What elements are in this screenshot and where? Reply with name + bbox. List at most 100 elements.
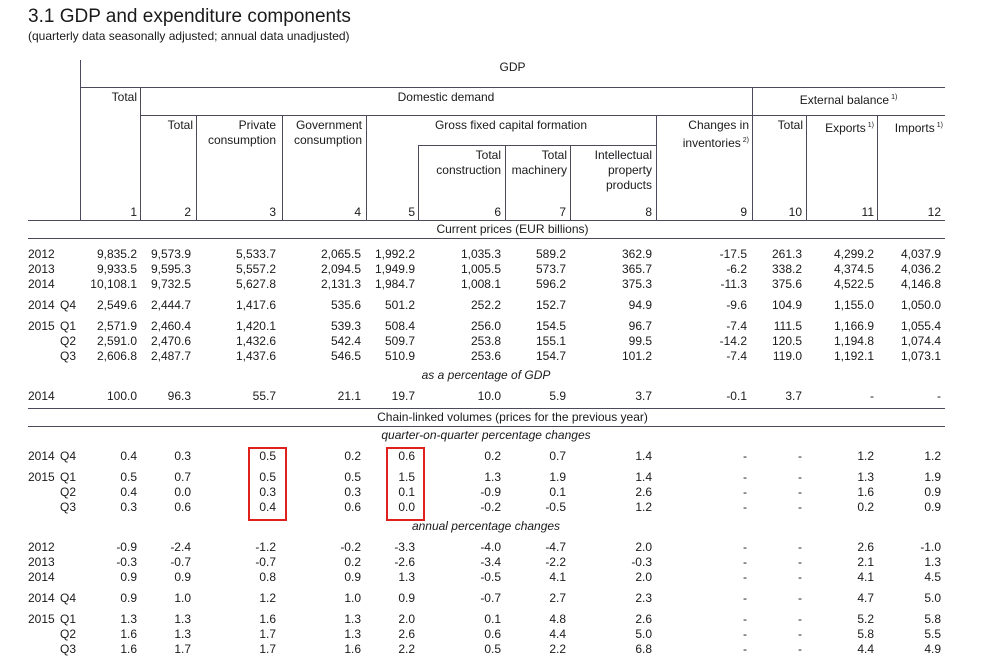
table-cell: 1.0	[344, 590, 361, 605]
table-cell: 152.7	[535, 297, 566, 312]
row-label-year: 2012	[28, 246, 55, 261]
table-cell: 5,627.8	[235, 276, 276, 291]
table-cell: 2.2	[398, 641, 415, 656]
section-heading: Current prices (EUR billions)	[436, 221, 589, 236]
table-cell: 100.0	[106, 388, 137, 403]
table-cell: -	[798, 448, 802, 463]
table-cell: 155.1	[535, 333, 566, 348]
table-cell: 1.3	[174, 611, 191, 626]
table-cell: -	[798, 539, 802, 554]
column-number: 10	[788, 204, 802, 219]
column-number: 2	[184, 204, 191, 219]
table-cell: -	[798, 554, 802, 569]
table-cell: 2.7	[549, 590, 566, 605]
table-cell: 1.7	[174, 641, 191, 656]
table-cell: 5.5	[924, 626, 941, 641]
table-cell: 94.9	[628, 297, 652, 312]
footnote-mark: 1)	[891, 94, 898, 101]
table-cell: 338.2	[771, 261, 802, 276]
footnote-mark: 2)	[742, 137, 749, 144]
row-label-year: 2014	[28, 569, 55, 584]
row-label-quarter: Q1	[60, 318, 77, 333]
table-cell: 1.5	[398, 469, 415, 484]
row-label-quarter: Q3	[60, 499, 77, 514]
header-cell: Domestic demand	[397, 90, 495, 104]
table-cell: 1,192.1	[833, 348, 874, 363]
column-number: 9	[740, 204, 747, 219]
table-cell: 0.9	[924, 499, 941, 514]
table-cell: 111.5	[773, 318, 802, 333]
highlight-box	[386, 447, 425, 521]
table-cell: -	[743, 626, 747, 641]
table-cell: -0.1	[726, 388, 747, 403]
table-cell: -0.3	[631, 554, 652, 569]
table-cell: 9,573.9	[150, 246, 191, 261]
rule	[28, 220, 945, 221]
header-line: products	[605, 178, 652, 192]
table-cell: 4.7	[857, 590, 874, 605]
header-cell: Total	[167, 118, 193, 132]
table-cell: -11.3	[720, 276, 747, 291]
rule	[418, 145, 656, 146]
rule	[505, 145, 506, 220]
table-cell: 19.7	[391, 388, 415, 403]
table-cell: 4.1	[857, 569, 874, 584]
table-cell: -0.5	[480, 569, 501, 584]
row-label-year: 2014	[28, 590, 55, 605]
header-cell: Exports 1)	[806, 118, 874, 136]
table-cell: -2.4	[170, 539, 191, 554]
row-label-quarter: Q4	[60, 590, 77, 605]
table-cell: 0.9	[120, 569, 137, 584]
table-cell: 2.6	[398, 626, 415, 641]
header-cell: Government consumption	[282, 118, 362, 148]
table-cell: 546.5	[330, 348, 361, 363]
table-cell: 1.2	[857, 448, 874, 463]
table-cell: 589.2	[535, 246, 566, 261]
table-cell: -4.0	[480, 539, 501, 554]
table-cell: -7.4	[726, 348, 747, 363]
table-cell: 5.8	[857, 626, 874, 641]
table-cell: 0.3	[120, 499, 137, 514]
table-cell: 0.0	[174, 484, 191, 499]
table-cell: 0.5	[259, 469, 276, 484]
rule	[656, 115, 657, 220]
column-number: 8	[645, 204, 652, 219]
header-cell: Gross fixed capital formation	[434, 118, 588, 132]
table-cell: -	[798, 569, 802, 584]
table-cell: 596.2	[535, 276, 566, 291]
table-cell: 6.8	[635, 641, 652, 656]
table-cell: 509.7	[384, 333, 415, 348]
table-cell: 120.5	[771, 333, 802, 348]
table-cell: 0.1	[484, 611, 501, 626]
table-cell: 4.4	[549, 626, 566, 641]
table-cell: 252.2	[470, 297, 501, 312]
table-cell: 2.1	[857, 554, 874, 569]
table-cell: 2.6	[857, 539, 874, 554]
column-number: 11	[861, 204, 874, 219]
header-line: Total	[475, 148, 501, 162]
table-cell: -	[798, 626, 802, 641]
table-cell: 0.9	[924, 484, 941, 499]
table-cell: 0.2	[344, 448, 361, 463]
table-cell: 1.4	[635, 448, 652, 463]
row-label-quarter: Q3	[60, 348, 77, 363]
table-cell: 2,470.6	[150, 333, 191, 348]
header-cell: External balance 1)	[752, 90, 945, 108]
table-cell: 154.7	[535, 348, 566, 363]
table-cell: 0.9	[120, 590, 137, 605]
header-line: consumption	[207, 133, 276, 147]
table-cell: 2,444.7	[150, 297, 191, 312]
table-cell: -9.6	[726, 297, 747, 312]
table-cell: -0.5	[545, 499, 566, 514]
table-cell: 0.0	[398, 499, 415, 514]
row-label-quarter: Q3	[60, 641, 77, 656]
header-line: property	[607, 163, 652, 177]
table-cell: 4.5	[924, 569, 941, 584]
row-label-year: 2015	[28, 318, 55, 333]
table-cell: 2.2	[549, 641, 566, 656]
table-cell: 5,557.2	[235, 261, 276, 276]
table-cell: 0.5	[259, 448, 276, 463]
table-cell: -	[937, 388, 941, 403]
table-cell: 5.0	[635, 626, 652, 641]
table-cell: 0.9	[344, 569, 361, 584]
